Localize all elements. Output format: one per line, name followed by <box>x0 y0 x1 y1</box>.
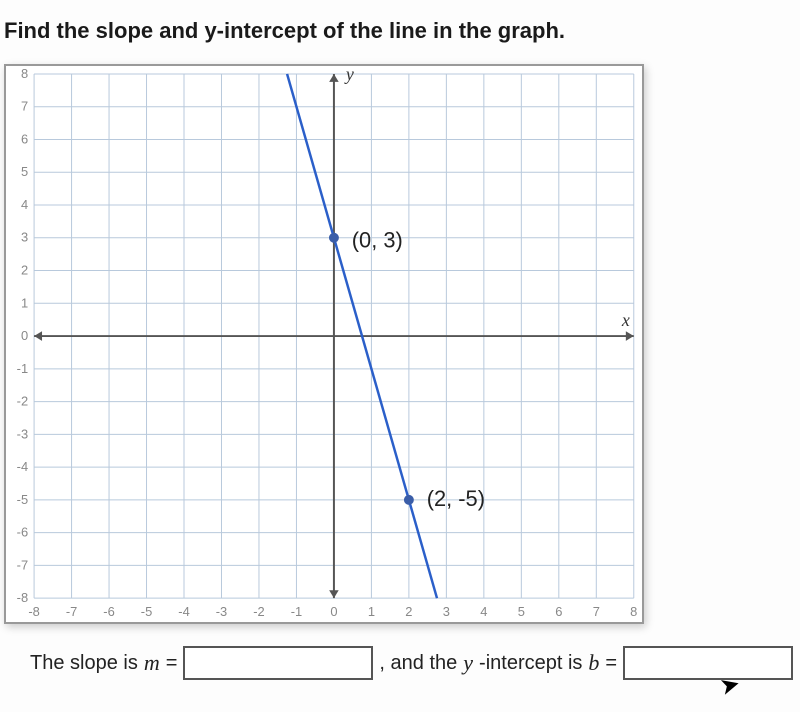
svg-text:3: 3 <box>21 230 28 245</box>
svg-text:1: 1 <box>368 604 375 619</box>
svg-text:8: 8 <box>21 66 28 81</box>
equals-label-2: = <box>605 652 617 675</box>
question-text: Find the slope and y-intercept of the li… <box>0 10 790 64</box>
svg-text:5: 5 <box>21 164 28 179</box>
svg-text:-4: -4 <box>17 459 28 474</box>
equals-label-1: = <box>166 652 178 675</box>
page-root: Find the slope and y-intercept of the li… <box>0 0 800 712</box>
yint-suffix-label: -intercept is <box>479 652 582 675</box>
slope-input[interactable] <box>183 646 373 680</box>
svg-text:6: 6 <box>555 604 562 619</box>
svg-text:-3: -3 <box>216 604 227 619</box>
svg-text:-6: -6 <box>103 604 114 619</box>
svg-text:1: 1 <box>21 295 28 310</box>
svg-text:-2: -2 <box>253 604 264 619</box>
svg-text:(2, -5): (2, -5) <box>427 486 485 511</box>
y-label: y <box>463 650 473 676</box>
middle-label: , and the <box>379 652 457 675</box>
svg-text:4: 4 <box>480 604 487 619</box>
variable-b-label: b <box>588 650 599 676</box>
svg-text:x: x <box>621 310 630 330</box>
slope-prefix-label: The slope is <box>30 652 138 675</box>
svg-text:-4: -4 <box>178 604 189 619</box>
svg-text:-6: -6 <box>17 525 28 540</box>
coordinate-graph: y x 8 7 6 5 4 3 2 1 0 -1 -2 -3 -4 -5 -6 -7 -8-8 -7 -6 -5 -4 -3 -… <box>6 66 642 622</box>
variable-m-label: m <box>144 650 160 676</box>
svg-text:-5: -5 <box>17 492 28 507</box>
svg-text:8: 8 <box>630 604 637 619</box>
svg-text:2: 2 <box>21 263 28 278</box>
graph-container: y x 8 7 6 5 4 3 2 1 0 -1 -2 -3 -4 -5 -6 -7 -8-8 -7 -6 -5 -4 -3 -… <box>4 64 644 624</box>
svg-text:-5: -5 <box>141 604 152 619</box>
svg-text:(0, 3): (0, 3) <box>352 228 403 253</box>
svg-text:7: 7 <box>593 604 600 619</box>
svg-text:-3: -3 <box>17 426 28 441</box>
answer-row: The slope is m = , and the y -intercept … <box>0 624 790 680</box>
svg-text:0: 0 <box>21 328 28 343</box>
svg-text:-2: -2 <box>17 394 28 409</box>
intercept-input[interactable] <box>623 646 793 680</box>
svg-text:-1: -1 <box>17 361 28 376</box>
svg-text:-7: -7 <box>17 557 28 572</box>
svg-text:3: 3 <box>443 604 450 619</box>
svg-text:-7: -7 <box>66 604 77 619</box>
svg-text:0: 0 <box>330 604 337 619</box>
svg-text:5: 5 <box>518 604 525 619</box>
svg-text:-8: -8 <box>28 604 39 619</box>
svg-text:-1: -1 <box>291 604 302 619</box>
svg-text:4: 4 <box>21 197 28 212</box>
svg-text:7: 7 <box>21 99 28 114</box>
svg-text:6: 6 <box>21 131 28 146</box>
svg-text:-8: -8 <box>17 590 28 605</box>
svg-text:2: 2 <box>405 604 412 619</box>
svg-text:y: y <box>344 66 354 84</box>
